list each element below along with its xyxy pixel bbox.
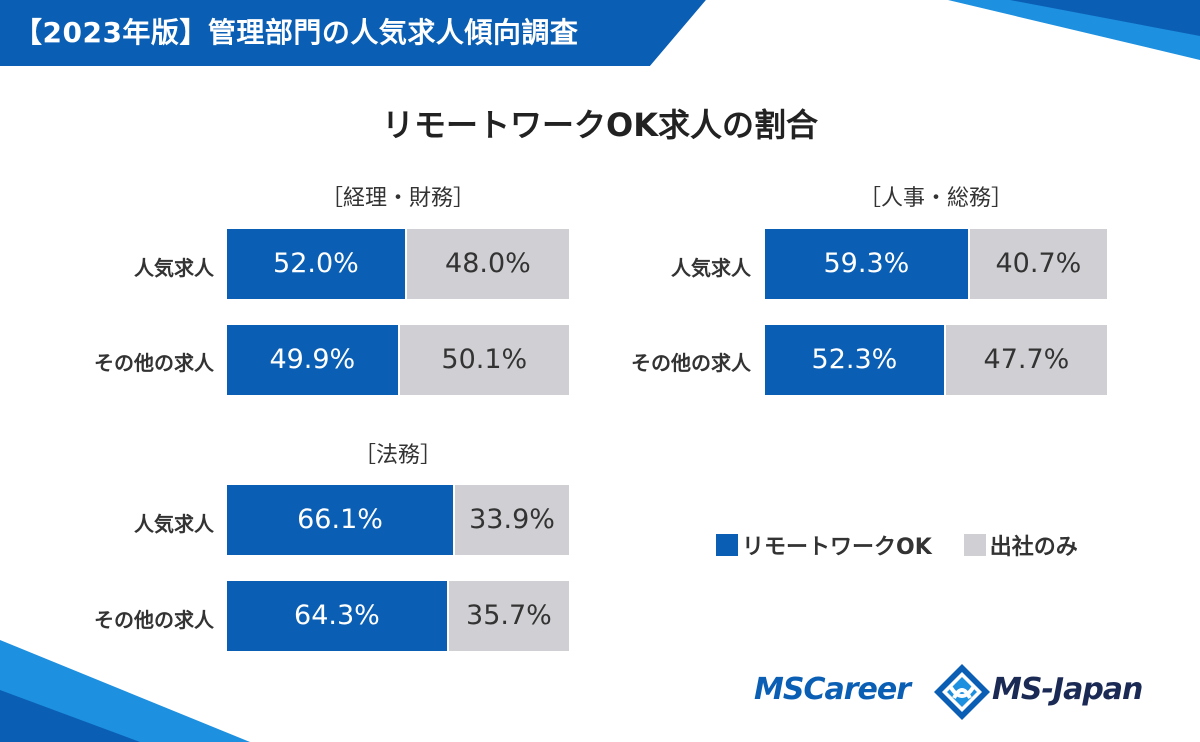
bar-segment-remote: 66.1% (227, 485, 454, 555)
chart-title: リモートワークOK求人の割合 (381, 106, 818, 144)
header-banner (0, 0, 706, 66)
bar-segment-office: 50.1% (397, 325, 569, 395)
bar-segment-office: 40.7% (967, 229, 1107, 299)
legend-swatch-remote (716, 534, 738, 556)
bar-segment-office: 47.7% (943, 325, 1107, 395)
bar-row: 49.9% 50.1% (227, 325, 569, 395)
banner-title: 【2023年版】管理部門の人気求人傾向調査 (14, 16, 579, 49)
chart-legend: リモートワークOK 出社のみ (716, 529, 1078, 561)
row-label: 人気求人 (134, 512, 214, 536)
row-label: 人気求人 (671, 256, 751, 280)
panel-title-legal: ［法務］ (353, 443, 442, 468)
bar-segment-remote: 52.0% (227, 229, 405, 299)
ms-japan-logo-mark-icon (934, 664, 990, 720)
bar-segment-remote: 52.3% (765, 325, 944, 395)
panel-title-accounting: ［経理・財務］ (320, 186, 475, 211)
top-right-stripe-dark (1010, 0, 1200, 36)
legend-label-remote: リモートワークOK (742, 535, 932, 560)
legend-label-office: 出社のみ (989, 535, 1078, 560)
row-label: その他の求人 (94, 608, 214, 632)
row-label: その他の求人 (631, 351, 751, 375)
bar-row: 59.3% 40.7% (765, 229, 1107, 299)
bar-segment-remote: 59.3% (765, 229, 968, 299)
banner-stripe (650, 0, 716, 66)
ms-japan-logo: MS-Japan (992, 672, 1143, 707)
row-label: その他の求人 (94, 351, 214, 375)
bar-segment-remote: 64.3% (227, 581, 447, 651)
panel-title-hr: ［人事・総務］ (858, 186, 1013, 211)
bar-segment-office: 48.0% (404, 229, 569, 299)
legend-swatch-office (963, 534, 986, 556)
bar-segment-office: 33.9% (453, 485, 569, 555)
bar-row: 52.3% 47.7% (765, 325, 1107, 395)
mscareer-logo: MSCareer (754, 672, 911, 707)
bar-segment-remote: 49.9% (227, 325, 398, 395)
bottom-left-stripe-dark (0, 690, 140, 742)
bar-row: 52.0% 48.0% (227, 229, 569, 299)
bar-row: 64.3% 35.7% (227, 581, 569, 651)
bar-segment-office: 35.7% (446, 581, 569, 651)
bar-row: 66.1% 33.9% (227, 485, 569, 555)
row-label: 人気求人 (134, 256, 214, 280)
